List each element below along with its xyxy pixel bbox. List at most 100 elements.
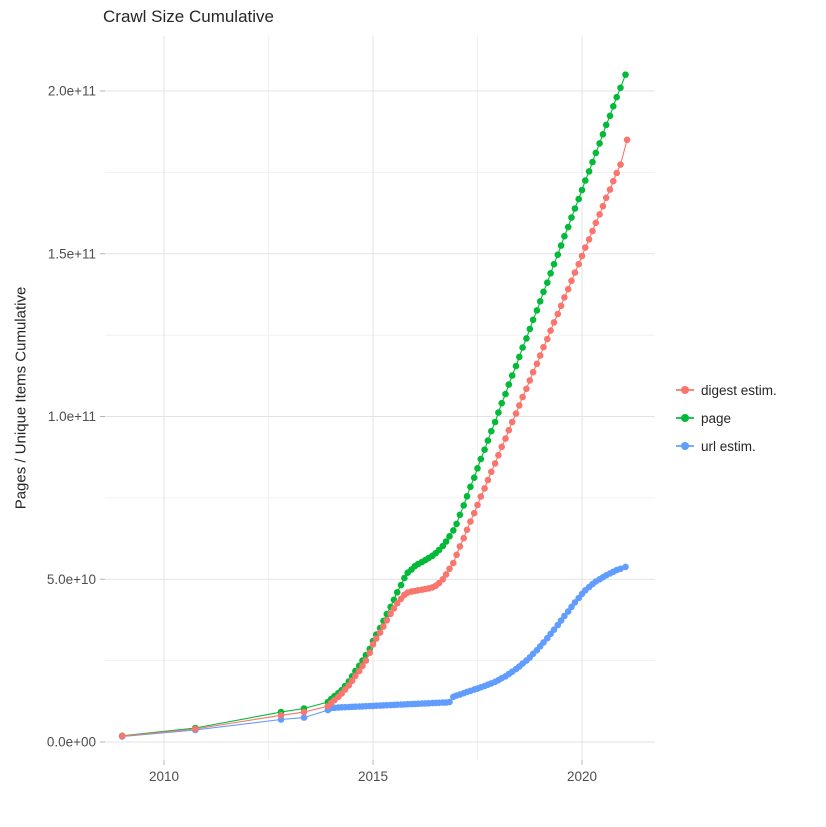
data-point: [617, 84, 624, 92]
data-point: [491, 418, 499, 426]
data-point: [526, 325, 534, 333]
data-point: [463, 526, 471, 534]
data-point: [474, 501, 481, 509]
legend-key-dot: [681, 414, 689, 422]
legend-label: page: [701, 410, 732, 426]
data-point: [582, 244, 589, 251]
data-point: [571, 205, 579, 212]
data-point: [536, 298, 544, 305]
data-point: [592, 149, 600, 157]
data-point: [460, 534, 468, 542]
data-point: [589, 158, 596, 166]
data-point: [585, 168, 593, 175]
data-point: [359, 662, 366, 670]
data-point: [557, 617, 565, 624]
data-point: [505, 381, 513, 388]
data-point: [442, 538, 450, 545]
data-point: [606, 112, 614, 120]
legend-item-digest-estim: digest estim.: [676, 381, 777, 399]
data-point: [550, 626, 558, 633]
data-point: [617, 161, 624, 168]
data-point: [366, 649, 374, 657]
legend-label: url estim.: [701, 438, 756, 454]
data-point: [561, 612, 568, 620]
data-point: [599, 131, 607, 138]
data-point: [446, 565, 453, 573]
data-point: [575, 195, 582, 203]
data-point: [456, 511, 464, 519]
data-point: [488, 427, 495, 435]
data-point: [540, 343, 547, 351]
data-point: [446, 698, 453, 706]
y-tick-label: 5.0e+10: [47, 572, 96, 587]
data-point: [397, 581, 405, 589]
data-point: [533, 360, 541, 368]
data-point: [550, 319, 558, 326]
data-point: [547, 270, 554, 277]
data-point: [578, 252, 586, 260]
legend-label: digest estim.: [701, 382, 777, 398]
data-point: [516, 402, 523, 409]
legend-key-icon: [676, 409, 694, 427]
data-point: [477, 455, 485, 463]
data-point: [393, 589, 401, 596]
data-point: [540, 639, 547, 646]
data-point: [516, 353, 523, 361]
data-point: [596, 211, 603, 218]
data-point: [529, 316, 537, 324]
series-line-url-estim-: [122, 566, 626, 738]
data-point: [474, 465, 481, 472]
data-point: [300, 708, 308, 716]
data-point: [606, 186, 614, 193]
data-point: [355, 667, 363, 675]
data-point: [383, 617, 391, 624]
data-point: [456, 543, 464, 550]
x-tick-label: 2010: [149, 769, 179, 784]
data-point: [484, 437, 492, 444]
data-point: [589, 227, 596, 235]
data-point: [495, 451, 502, 459]
data-point: [484, 476, 492, 484]
data-point: [561, 232, 568, 240]
data-point: [622, 71, 629, 78]
data-point: [373, 635, 380, 642]
data-point: [561, 294, 568, 301]
data-point: [495, 409, 502, 416]
data-point: [505, 426, 513, 434]
data-point: [523, 385, 530, 393]
data-point: [622, 563, 629, 571]
legend-key-icon: [676, 437, 694, 455]
data-point: [118, 732, 126, 740]
data-point: [393, 600, 401, 607]
legend: digest estim. page url estim.: [676, 381, 777, 455]
data-point: [512, 362, 520, 370]
data-point: [554, 251, 562, 258]
legend-key-icon: [676, 381, 694, 399]
data-point: [613, 93, 620, 101]
x-tick-label: 2020: [567, 769, 597, 784]
data-point: [390, 605, 398, 612]
data-point: [564, 608, 572, 615]
data-point: [523, 335, 530, 342]
data-point: [498, 443, 506, 451]
data-point: [592, 219, 600, 227]
data-point: [575, 260, 582, 268]
data-point: [376, 629, 384, 636]
data-point: [554, 310, 562, 318]
data-point: [481, 485, 488, 492]
y-tick-label: 1.5e+11: [48, 246, 96, 261]
data-point: [571, 269, 579, 276]
data-point: [550, 260, 558, 268]
data-point: [564, 285, 572, 293]
data-point: [568, 603, 575, 611]
data-point: [442, 571, 450, 578]
y-tick-label: 1.0e+11: [48, 409, 96, 424]
data-point: [623, 136, 631, 144]
data-point: [453, 520, 460, 528]
data-point: [596, 140, 603, 147]
data-point: [439, 542, 447, 550]
data-point: [300, 714, 308, 721]
data-point: [348, 677, 356, 685]
